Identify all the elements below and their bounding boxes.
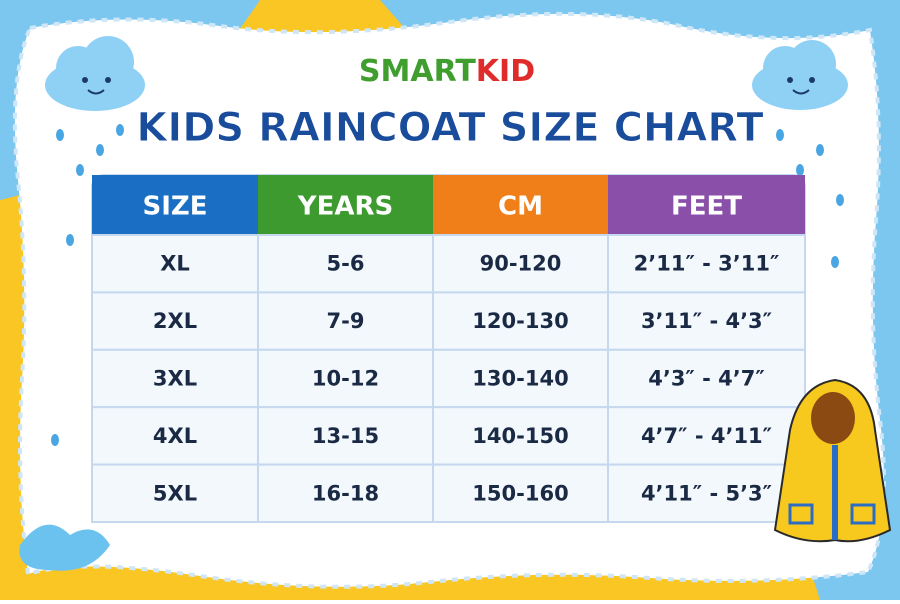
- cell-text: 4XL: [153, 424, 197, 448]
- table-cell: [432, 406, 609, 466]
- size-table: SIZE YEARS CM FEET XL 5-6 90-120 2’11″ - 3’11″ 2…: [91, 174, 806, 524]
- cell-text: 3’11″ - 4’3″: [641, 309, 772, 333]
- cell-text: 7-9: [327, 309, 365, 333]
- table-cell: [257, 291, 434, 351]
- table-cell: [607, 406, 806, 466]
- header-cell: [92, 175, 258, 235]
- raincoat-icon: [773, 378, 892, 543]
- header-cell: [608, 175, 805, 235]
- header-text: YEARS: [297, 192, 393, 222]
- cloud-left: [45, 36, 145, 111]
- brand-part1: SMART: [359, 54, 476, 89]
- table-cell: [257, 463, 434, 524]
- table-cell: [607, 348, 806, 409]
- cell-text: 2XL: [153, 309, 197, 333]
- brand-part2: KID: [476, 54, 535, 89]
- table-cell: [91, 348, 259, 409]
- table-cell: [91, 291, 259, 351]
- cell-text: 5XL: [153, 481, 197, 505]
- title: KIDS RAINCOAT SIZE CHART: [136, 105, 764, 151]
- cell-text: 4’7″ - 4’11″: [641, 424, 772, 448]
- cell-text: 150-160: [472, 481, 568, 505]
- raindrops: [51, 124, 844, 446]
- header-text: CM: [498, 192, 543, 222]
- header-text: SIZE: [142, 192, 207, 222]
- cell-text: 13-15: [312, 424, 379, 448]
- cell-text: 90-120: [480, 252, 562, 276]
- cell-text: 10-12: [312, 367, 379, 391]
- brand: SMARTKID: [359, 54, 535, 89]
- table-cell: [432, 291, 609, 351]
- cell-text: 5-6: [327, 252, 365, 276]
- cell-text: 4’11″ - 5’3″: [641, 481, 772, 505]
- cell-text: 140-150: [472, 424, 568, 448]
- table-cell: [91, 406, 259, 466]
- splash: [19, 524, 110, 571]
- header-cell: [258, 175, 433, 235]
- header-text: FEET: [671, 192, 742, 222]
- cell-text: 2’11″ - 3’11″: [634, 252, 780, 276]
- table-cell: [91, 463, 259, 524]
- cell-text: 16-18: [312, 481, 379, 505]
- cell-text: XL: [160, 252, 190, 276]
- cell-text: 130-140: [472, 367, 568, 391]
- cell-text: 120-130: [472, 309, 568, 333]
- cloud-right: [752, 40, 848, 110]
- table-cell: [91, 234, 259, 294]
- table-cell: [607, 234, 806, 294]
- cell-text: 4’3″ - 4’7″: [648, 367, 765, 391]
- table-cell: [432, 348, 609, 409]
- table-cell: [432, 463, 609, 524]
- header-cell: [433, 175, 608, 235]
- table-cell: [257, 406, 434, 466]
- cell-text: 3XL: [153, 367, 197, 391]
